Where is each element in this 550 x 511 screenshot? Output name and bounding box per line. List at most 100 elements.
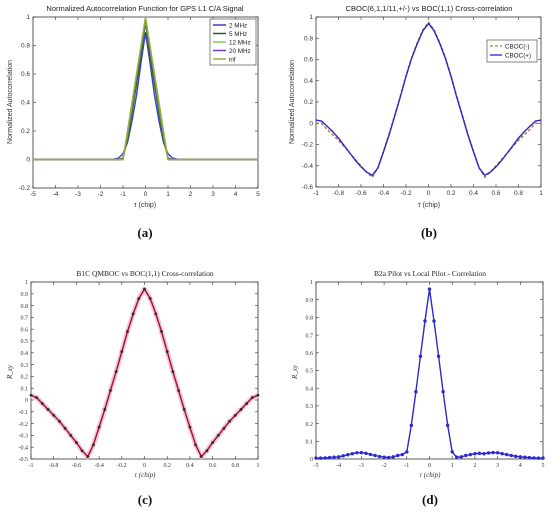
- data-point: [233, 413, 237, 417]
- xtick-label: -3: [75, 191, 81, 198]
- data-point: [436, 354, 441, 359]
- panel-b-title: CBOC(6,1,1/11,+/-) vs BOC(1,1) Cross-cor…: [346, 4, 513, 13]
- panel-c: B1C QMBOC vs BOC(1,1) Cross-correlation …: [6, 269, 260, 507]
- ytick-label: 0.8: [21, 304, 29, 310]
- data-point: [126, 330, 129, 333]
- data-point: [518, 455, 522, 459]
- panel-c-ylabel: R_xy: [6, 364, 14, 380]
- xtick-label: 4: [234, 191, 238, 198]
- ytick-label: 0: [26, 157, 30, 164]
- series-line-inf: [33, 16, 258, 161]
- data-point: [154, 312, 158, 316]
- legend-label-5mhz: 5 MHz: [229, 31, 247, 38]
- panel-c-series: [29, 286, 260, 460]
- ytick-label: -0.4: [302, 163, 314, 170]
- xtick-label: -1: [404, 463, 409, 469]
- panel-c-title: B1C QMBOC vs BOC(1,1) Cross-correlation: [76, 269, 214, 278]
- panel-a-ylabel: Normalized Autocorrelation: [7, 60, 14, 144]
- data-point: [423, 319, 427, 323]
- data-point: [75, 441, 78, 444]
- ytick-label: 1: [25, 280, 28, 286]
- ytick-label: -0.2: [19, 185, 31, 192]
- data-point: [432, 319, 436, 323]
- ytick-label: 0.3: [306, 404, 314, 410]
- data-point: [364, 451, 368, 456]
- data-point: [29, 393, 33, 397]
- data-point: [177, 389, 180, 392]
- legend-label-2mhz: 2 MHz: [229, 23, 247, 30]
- panel-a-xlabel: τ (chip): [134, 202, 156, 209]
- ytick-label: 0: [25, 398, 28, 404]
- data-point: [250, 396, 254, 400]
- data-point: [368, 452, 373, 457]
- data-point: [441, 390, 445, 394]
- ytick-label: -0.3: [19, 434, 29, 440]
- panel-b-yticks: -0.6 -0.4 -0.2 0 0.2 0.4 0.6 0.8 1: [302, 14, 541, 191]
- data-point: [199, 455, 203, 459]
- data-point: [396, 453, 400, 458]
- xtick-label: -0.8: [49, 463, 59, 469]
- ytick-label: -0.2: [302, 142, 314, 149]
- data-point: [405, 450, 409, 454]
- ytick-label: 0.9: [306, 298, 314, 304]
- data-point: [80, 449, 84, 453]
- xtick-label: 2: [189, 191, 193, 198]
- panel-a-caption: (a): [137, 225, 152, 240]
- panel-d-xticks: -5 -4 -3 -2 -1 0 1 2 3 4 5: [314, 282, 545, 469]
- ytick-label: 0.2: [21, 128, 30, 135]
- data-point: [57, 419, 61, 423]
- ytick-label: -0.4: [19, 445, 29, 451]
- xtick-label: 0: [144, 191, 148, 198]
- ytick-label: 0: [310, 457, 313, 463]
- data-point: [486, 451, 491, 455]
- panel-d-caption: (d): [422, 492, 438, 507]
- data-point: [495, 451, 500, 455]
- data-point: [256, 393, 260, 397]
- data-point: [120, 350, 124, 354]
- ytick-label: -0.1: [19, 410, 29, 416]
- xtick-label: -4: [53, 191, 59, 198]
- xtick-label: 0.2: [163, 463, 171, 469]
- data-point: [337, 455, 341, 459]
- xtick-label: 0.6: [491, 190, 500, 197]
- xtick-label: 5: [256, 191, 260, 198]
- legend-label-inf: inf: [229, 57, 236, 64]
- xtick-label: -1: [120, 191, 126, 198]
- ytick-label: 0.1: [21, 386, 29, 392]
- ytick-label: 0.2: [304, 99, 313, 106]
- ytick-label: 0.4: [306, 386, 314, 392]
- panel-a-xticks: -5 -4 -3 -2 -1 0 1 2 3 4 5: [30, 17, 260, 198]
- data-point: [427, 287, 432, 291]
- ytick-label: 0.9: [21, 292, 29, 298]
- xtick-label: 3: [211, 191, 215, 198]
- xtick-label: -0.2: [400, 190, 412, 197]
- data-point: [523, 455, 527, 459]
- data-point: [69, 434, 73, 437]
- series-line-2-mhz: [33, 32, 258, 161]
- panel-b-ylabel: Normalized Autocorrelation: [289, 60, 296, 144]
- data-point: [35, 396, 39, 400]
- data-point: [314, 456, 318, 460]
- ytick-label: -0.5: [19, 457, 29, 463]
- ytick-label: 0.6: [21, 71, 30, 78]
- data-point: [455, 455, 459, 459]
- data-point: [323, 456, 327, 460]
- xtick-label: 0.6: [209, 463, 217, 469]
- ytick-label: 0.7: [306, 333, 314, 339]
- xtick-label: 1: [451, 463, 454, 469]
- data-point: [171, 370, 175, 374]
- xtick-label: -3: [359, 463, 364, 469]
- data-point: [504, 452, 509, 457]
- xtick-label: 4: [519, 463, 522, 469]
- ytick-label: 0.8: [21, 43, 30, 50]
- data-point: [409, 423, 414, 428]
- data-point: [346, 453, 350, 457]
- series-line-main: [316, 288, 543, 459]
- xtick-label: -1: [29, 463, 34, 469]
- panel-b: CBOC(6,1,1/11,+/-) vs BOC(1,1) Cross-cor…: [289, 4, 543, 240]
- xtick-label: -0.6: [72, 463, 82, 469]
- data-point: [131, 312, 135, 316]
- series-line-cboc-: [315, 22, 542, 177]
- panel-d-series: [314, 287, 545, 460]
